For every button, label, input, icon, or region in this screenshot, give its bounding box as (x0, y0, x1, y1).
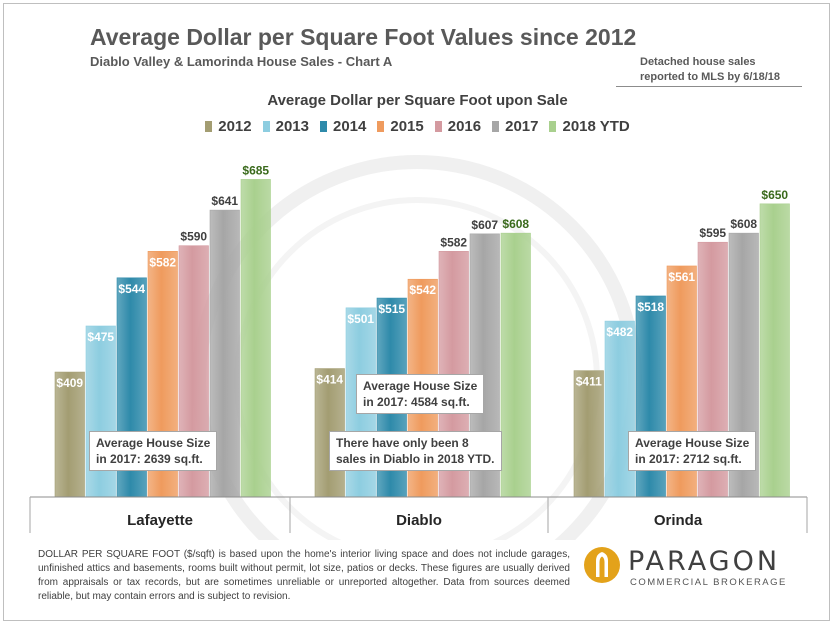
x-tick-label: Diablo (396, 512, 442, 529)
legend-swatch (434, 121, 442, 132)
annotation-line: sales in Diablo in 2018 YTD. (336, 452, 495, 466)
annotation-line: There have only been 8 (336, 436, 469, 450)
bar-diablo-2018-ytd (500, 232, 531, 498)
data-label: $582 (149, 255, 176, 269)
data-source-note-line2: reported to MLS by 6/18/18 (640, 71, 780, 83)
legend-label: 2016 (447, 118, 482, 135)
data-label: $641 (211, 194, 238, 208)
data-label: $544 (118, 282, 145, 296)
legend-swatch (262, 121, 270, 132)
data-label: $561 (668, 270, 695, 284)
annotation-diablo-sales-count: There have only been 8 sales in Diablo i… (329, 431, 502, 471)
chart-title: Average Dollar per Square Foot upon Sale (267, 92, 568, 109)
data-label: $518 (637, 300, 664, 314)
data-label: $414 (316, 373, 343, 387)
legend-item: 2014 (319, 118, 367, 135)
paragon-logo-mark-icon (584, 547, 620, 583)
data-label: $650 (761, 188, 788, 202)
bar-lafayette-2013 (85, 325, 116, 498)
data-label: $685 (242, 163, 269, 177)
legend-label: 2015 (390, 118, 424, 135)
annotation-diablo-house-size: Average House Size in 2017: 4584 sq.ft. (356, 374, 485, 414)
page-subtitle: Diablo Valley & Lamorinda House Sales - … (90, 54, 393, 69)
annotation-line: Average House Size (96, 436, 211, 450)
legend-item: 2018 YTD (549, 118, 630, 135)
data-label: $501 (347, 312, 374, 326)
annotation-lafayette-house-size: Average House Size in 2017: 2639 sq.ft. (89, 431, 218, 471)
data-label: $608 (730, 217, 757, 231)
annotation-line: in 2017: 4584 sq.ft. (363, 395, 470, 409)
legend-item: 2013 (262, 118, 309, 135)
logo-name: PARAGON (628, 546, 781, 577)
data-label: $590 (180, 230, 207, 244)
note-divider (616, 86, 802, 87)
data-label: $475 (87, 330, 114, 344)
bar-lafayette-2018-ytd (240, 179, 271, 498)
legend-label: 2012 (218, 118, 252, 135)
annotation-line: Average House Size (635, 436, 750, 450)
data-label: $409 (56, 376, 83, 390)
data-label: $582 (440, 235, 467, 249)
legend-label: 2014 (332, 118, 367, 135)
logo-tagline: COMMERCIAL BROKERAGE (630, 577, 787, 588)
bar-orinda-2012 (573, 370, 604, 498)
legend-item: 2017 (492, 118, 538, 135)
legend-swatch (492, 121, 500, 132)
x-tick-label: Lafayette (127, 512, 193, 529)
chart-legend: 2012 2013 2014 2015 2016 2017 2018 YTD (0, 118, 835, 135)
legend-item: 2012 (205, 118, 252, 135)
legend-label: 2013 (275, 118, 309, 135)
page-title: Average Dollar per Square Foot Values si… (90, 24, 637, 50)
annotation-line: Average House Size (363, 379, 478, 393)
legend-swatch (319, 121, 327, 132)
annotation-orinda-house-size: Average House Size in 2017: 2712 sq.ft. (628, 431, 757, 471)
legend-swatch (205, 121, 213, 132)
annotation-line: in 2017: 2639 sq.ft. (96, 452, 203, 466)
chart-frame (3, 3, 830, 621)
data-label: $607 (471, 218, 498, 232)
data-label: $542 (409, 283, 436, 297)
data-label: $482 (606, 325, 633, 339)
footnote: DOLLAR PER SQUARE FOOT ($/sqft) is based… (38, 549, 570, 602)
data-label: $608 (502, 217, 529, 231)
legend-swatch (377, 121, 385, 132)
legend-item: 2016 (434, 118, 482, 135)
data-label: $411 (576, 375, 602, 389)
annotation-line: in 2017: 2712 sq.ft. (635, 452, 742, 466)
x-tick-label: Orinda (654, 512, 703, 529)
data-source-note: Detached house sales reported to MLS by … (640, 55, 780, 85)
legend-item: 2015 (377, 118, 424, 135)
bar-orinda-2018-ytd (759, 203, 790, 498)
legend-swatch (549, 121, 557, 132)
legend-label: 2017 (505, 118, 539, 135)
data-label: $515 (378, 302, 405, 316)
bar-lafayette-2012 (54, 371, 85, 498)
data-label: $595 (699, 226, 726, 240)
data-source-note-line1: Detached house sales (640, 56, 756, 68)
paragon-logo: PARAGON COMMERCIAL BROKERAGE (582, 543, 822, 593)
legend-label: 2018 YTD (562, 118, 630, 135)
